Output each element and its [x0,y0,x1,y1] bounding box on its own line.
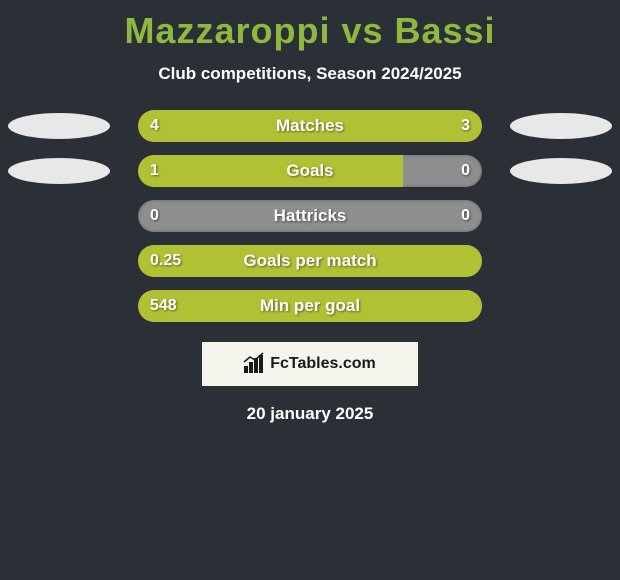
player-right-avatar [510,113,612,139]
page-title: Mazzaroppi vs Bassi [0,0,620,52]
stat-label: Goals [138,155,482,187]
stat-rows: 4 3 Matches 1 0 Goals 0 0 Hat [0,110,620,322]
chart-icon [244,355,266,373]
stat-bar: 4 3 Matches [138,110,482,142]
stat-bar: 0 0 Hattricks [138,200,482,232]
stat-label: Matches [138,110,482,142]
stat-label: Hattricks [138,200,482,232]
player-left-avatar [8,113,110,139]
date-label: 20 january 2025 [0,404,620,424]
stat-row: 548 Min per goal [0,290,620,322]
stat-label: Goals per match [138,245,482,277]
stat-label: Min per goal [138,290,482,322]
brand-logo[interactable]: FcTables.com [202,342,418,386]
stat-row: 4 3 Matches [0,110,620,142]
brand-text: FcTables.com [270,355,376,373]
stat-bar: 1 0 Goals [138,155,482,187]
subtitle: Club competitions, Season 2024/2025 [0,64,620,84]
player-right-avatar [510,158,612,184]
stat-row: 0 0 Hattricks [0,200,620,232]
stat-bar: 548 Min per goal [138,290,482,322]
stat-row: 0.25 Goals per match [0,245,620,277]
stat-row: 1 0 Goals [0,155,620,187]
stat-bar: 0.25 Goals per match [138,245,482,277]
player-left-avatar [8,158,110,184]
